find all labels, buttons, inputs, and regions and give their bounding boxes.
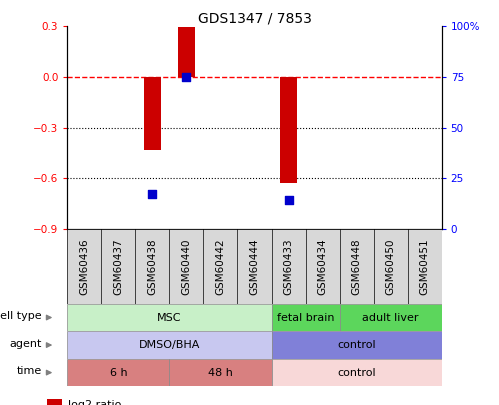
Bar	[47, 399, 61, 405]
Bar	[178, 27, 195, 77]
Bar	[271, 359, 442, 386]
Text: GSM60436: GSM60436	[79, 238, 89, 294]
Text: cell type: cell type	[0, 311, 42, 321]
Point	[148, 191, 156, 198]
Text: GSM60434: GSM60434	[317, 238, 327, 294]
Text: DMSO/BHA: DMSO/BHA	[139, 340, 200, 350]
Point	[284, 197, 292, 204]
Text: GSM60448: GSM60448	[352, 238, 362, 294]
Bar	[170, 359, 271, 386]
Text: GSM60440: GSM60440	[182, 238, 192, 294]
Title: GDS1347 / 7853: GDS1347 / 7853	[198, 11, 311, 25]
Text: 48 h: 48 h	[208, 368, 233, 377]
Text: GSM60433: GSM60433	[283, 238, 293, 294]
Bar	[67, 304, 271, 331]
Text: control: control	[337, 368, 376, 377]
Text: agent: agent	[9, 339, 42, 349]
Text: GSM60451: GSM60451	[420, 238, 430, 294]
Text: GSM60438: GSM60438	[147, 238, 157, 294]
Bar	[144, 77, 161, 149]
Bar	[67, 331, 271, 359]
Point	[183, 74, 191, 80]
Text: time: time	[16, 366, 42, 376]
Text: MSC: MSC	[157, 313, 182, 322]
Text: GSM60450: GSM60450	[386, 238, 396, 294]
Bar	[280, 77, 297, 183]
Bar	[339, 304, 442, 331]
Bar	[271, 331, 442, 359]
Text: control: control	[337, 340, 376, 350]
Text: 6 h: 6 h	[110, 368, 127, 377]
Text: log2 ratio: log2 ratio	[68, 400, 121, 405]
Text: adult liver: adult liver	[362, 313, 419, 322]
Text: GSM60437: GSM60437	[113, 238, 123, 294]
Text: fetal brain: fetal brain	[277, 313, 334, 322]
Bar	[271, 304, 339, 331]
Text: GSM60444: GSM60444	[250, 238, 259, 294]
Text: GSM60442: GSM60442	[216, 238, 226, 294]
Bar	[67, 359, 170, 386]
